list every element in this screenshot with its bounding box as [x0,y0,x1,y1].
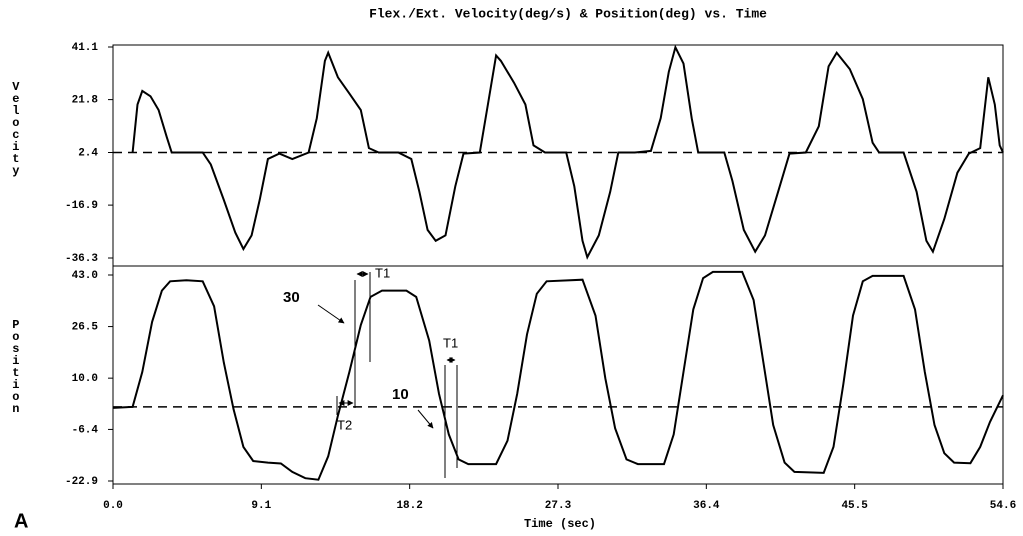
data-line [112,270,1004,481]
y-tick-label: -16.9 [65,200,98,212]
annotation-arrow [317,304,345,324]
x-axis-label: Time (sec) [524,517,596,531]
annotation: 10 [392,386,409,403]
chart-title: Flex./Ext. Velocity(deg/s) & Position(de… [369,6,767,21]
x-tick-label: 45.5 [841,500,868,512]
y-tick-label: 41.1 [72,42,99,54]
x-tick-label: 54.6 [990,500,1016,512]
y-tick-label: -6.4 [72,424,99,436]
x-tick-label: 18.2 [396,500,422,512]
panel-label: A [14,510,28,532]
x-tick-label: 9.1 [251,500,271,512]
x-tick-label: 27.3 [545,500,572,512]
y-tick-label: -22.9 [65,476,98,488]
annotation: T1 [443,335,458,350]
x-tick-label: 0.0 [103,500,123,512]
y-tick-label: 2.4 [78,147,98,159]
x-tick-label: 36.4 [693,500,720,512]
y-tick-label: 43.0 [72,270,98,282]
y-tick-label: -36.3 [65,253,98,265]
annotation: T1 [375,265,390,280]
annotation-arrow [417,409,434,429]
annotation: 30 [283,289,300,306]
y-tick-label: 26.5 [72,321,99,333]
y-axis-label: Velocity [9,80,23,177]
y-axis-label: Position [9,318,23,414]
y-tick-label: 10.0 [72,373,98,385]
plot-frame [112,44,1004,485]
data-line [131,44,1004,260]
y-tick-label: 21.8 [72,95,99,107]
annotation: T2 [337,417,352,432]
